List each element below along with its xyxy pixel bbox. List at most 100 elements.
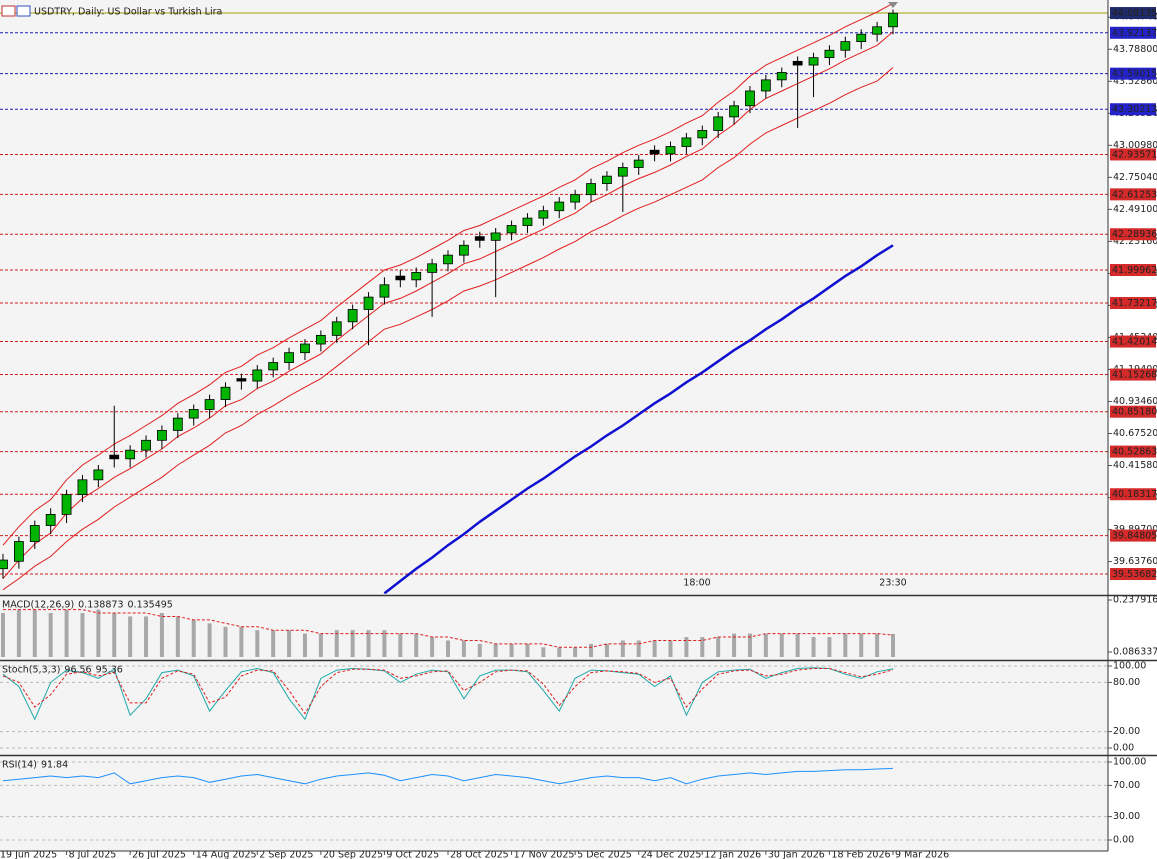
histogram-bar	[747, 633, 752, 657]
histogram-bar	[684, 637, 689, 657]
x-tick-label: 17 Nov 2025	[514, 850, 575, 859]
histogram-bar	[557, 647, 562, 657]
level-label: 40.85180	[1112, 407, 1157, 418]
candle-body	[204, 399, 215, 410]
candle-body	[347, 309, 358, 323]
annotation: 18:00	[683, 578, 710, 589]
level-label: 41.73217	[1112, 298, 1157, 309]
y-tick-label: 40.41580	[1113, 460, 1157, 471]
candle-body	[268, 362, 279, 371]
y-tick-label: 0.086337	[1113, 647, 1157, 658]
level-label: 41.15268	[1112, 370, 1157, 381]
candle-body	[77, 479, 88, 496]
series-line	[2, 668, 894, 715]
x-tick-label: 19 Jun 2025	[0, 850, 57, 859]
y-tick-label: 0.00	[1113, 835, 1134, 846]
chart-title: USDTRY, Daily: US Dollar vs Turkish Lira	[34, 7, 222, 18]
level-label-box	[1110, 148, 1156, 161]
level-label: 43.59015	[1112, 69, 1157, 80]
histogram-bar	[207, 623, 212, 657]
indicator-title: Stoch(5,3,3)	[2, 665, 60, 676]
histogram-bar	[382, 630, 387, 657]
level-label: 39.84805	[1112, 531, 1157, 542]
panel	[0, 2, 1108, 594]
candle-body	[61, 494, 72, 515]
candle-body	[395, 275, 406, 281]
histogram-bar	[16, 609, 21, 657]
candle-body	[411, 272, 422, 281]
candle-body	[300, 343, 310, 354]
candle-body	[157, 430, 167, 441]
candle-body	[125, 449, 136, 460]
histogram-bar	[255, 630, 260, 657]
candle-body	[570, 194, 581, 203]
series-line	[3, 609, 894, 648]
candle-body	[427, 263, 438, 273]
candle-body	[284, 352, 294, 363]
candle-body	[172, 417, 183, 431]
x-tick-label: 9 Oct 2025	[386, 850, 439, 859]
level-label: 42.28936	[1112, 229, 1157, 240]
x-tick-label: 5 Dec 2025	[577, 850, 632, 859]
candle-body	[713, 116, 724, 131]
histogram-bar	[779, 633, 784, 657]
histogram-bar	[509, 643, 514, 657]
candle-body	[538, 210, 549, 219]
indicator-title: MACD(12,26,9)	[2, 600, 74, 611]
candle-body	[760, 79, 771, 92]
series-line	[2, 2, 894, 546]
y-tick-label: 40.93460	[1113, 396, 1157, 407]
series-line	[383, 244, 894, 594]
histogram-bar	[525, 643, 530, 657]
y-tick-label: 30.00	[1113, 811, 1140, 822]
candle-body	[729, 105, 739, 118]
candle-body	[141, 439, 151, 451]
histogram-bar	[875, 633, 880, 657]
level-label: 44.08135	[1112, 8, 1157, 19]
candle-body	[554, 201, 565, 212]
annotation: 23:30	[879, 578, 906, 589]
level-label-box	[1110, 264, 1156, 277]
series-line	[2, 67, 894, 591]
y-tick-label: 100.00	[1113, 661, 1146, 672]
candle-body	[681, 137, 692, 147]
histogram-bar	[636, 640, 641, 657]
candle-body	[840, 41, 851, 51]
histogram-bar	[350, 630, 355, 657]
histogram-bar	[843, 633, 848, 657]
level-label: 40.52863	[1112, 447, 1157, 458]
histogram-bar	[652, 640, 657, 657]
x-tick-label: 18 Feb 2026	[831, 850, 890, 859]
histogram-bar	[191, 619, 196, 657]
candle-body	[220, 386, 231, 400]
indicator-value: 96.56	[64, 665, 91, 676]
candle-body	[443, 254, 453, 265]
candle-body	[808, 57, 819, 66]
candle-body	[888, 12, 898, 28]
histogram-bar	[128, 616, 133, 657]
candle-body	[0, 559, 8, 570]
level-label: 43.92137	[1112, 28, 1157, 39]
candle-body	[474, 236, 485, 241]
level-label-box	[1110, 67, 1156, 80]
y-tick-label: 40.67520	[1113, 428, 1157, 439]
candle-body	[792, 60, 803, 66]
candle-body	[45, 513, 56, 526]
x-tick-label: 2 Sep 2025	[259, 850, 313, 859]
candle-body	[776, 72, 787, 81]
level-label-box	[1110, 7, 1156, 20]
level-label-box	[1110, 445, 1156, 458]
histogram-bar	[144, 616, 149, 657]
level-label-box	[1110, 103, 1156, 116]
chart-icon	[16, 5, 31, 17]
histogram-bar	[414, 633, 419, 657]
level-label: 39.53682	[1112, 569, 1157, 580]
histogram-bar	[1, 613, 5, 657]
histogram-bar	[398, 633, 403, 657]
histogram-bar	[318, 633, 323, 657]
y-tick-label: 39.89700	[1113, 524, 1157, 535]
level-label: 41.99962	[1112, 265, 1157, 276]
panel	[0, 761, 1108, 841]
histogram-bar	[573, 647, 578, 657]
